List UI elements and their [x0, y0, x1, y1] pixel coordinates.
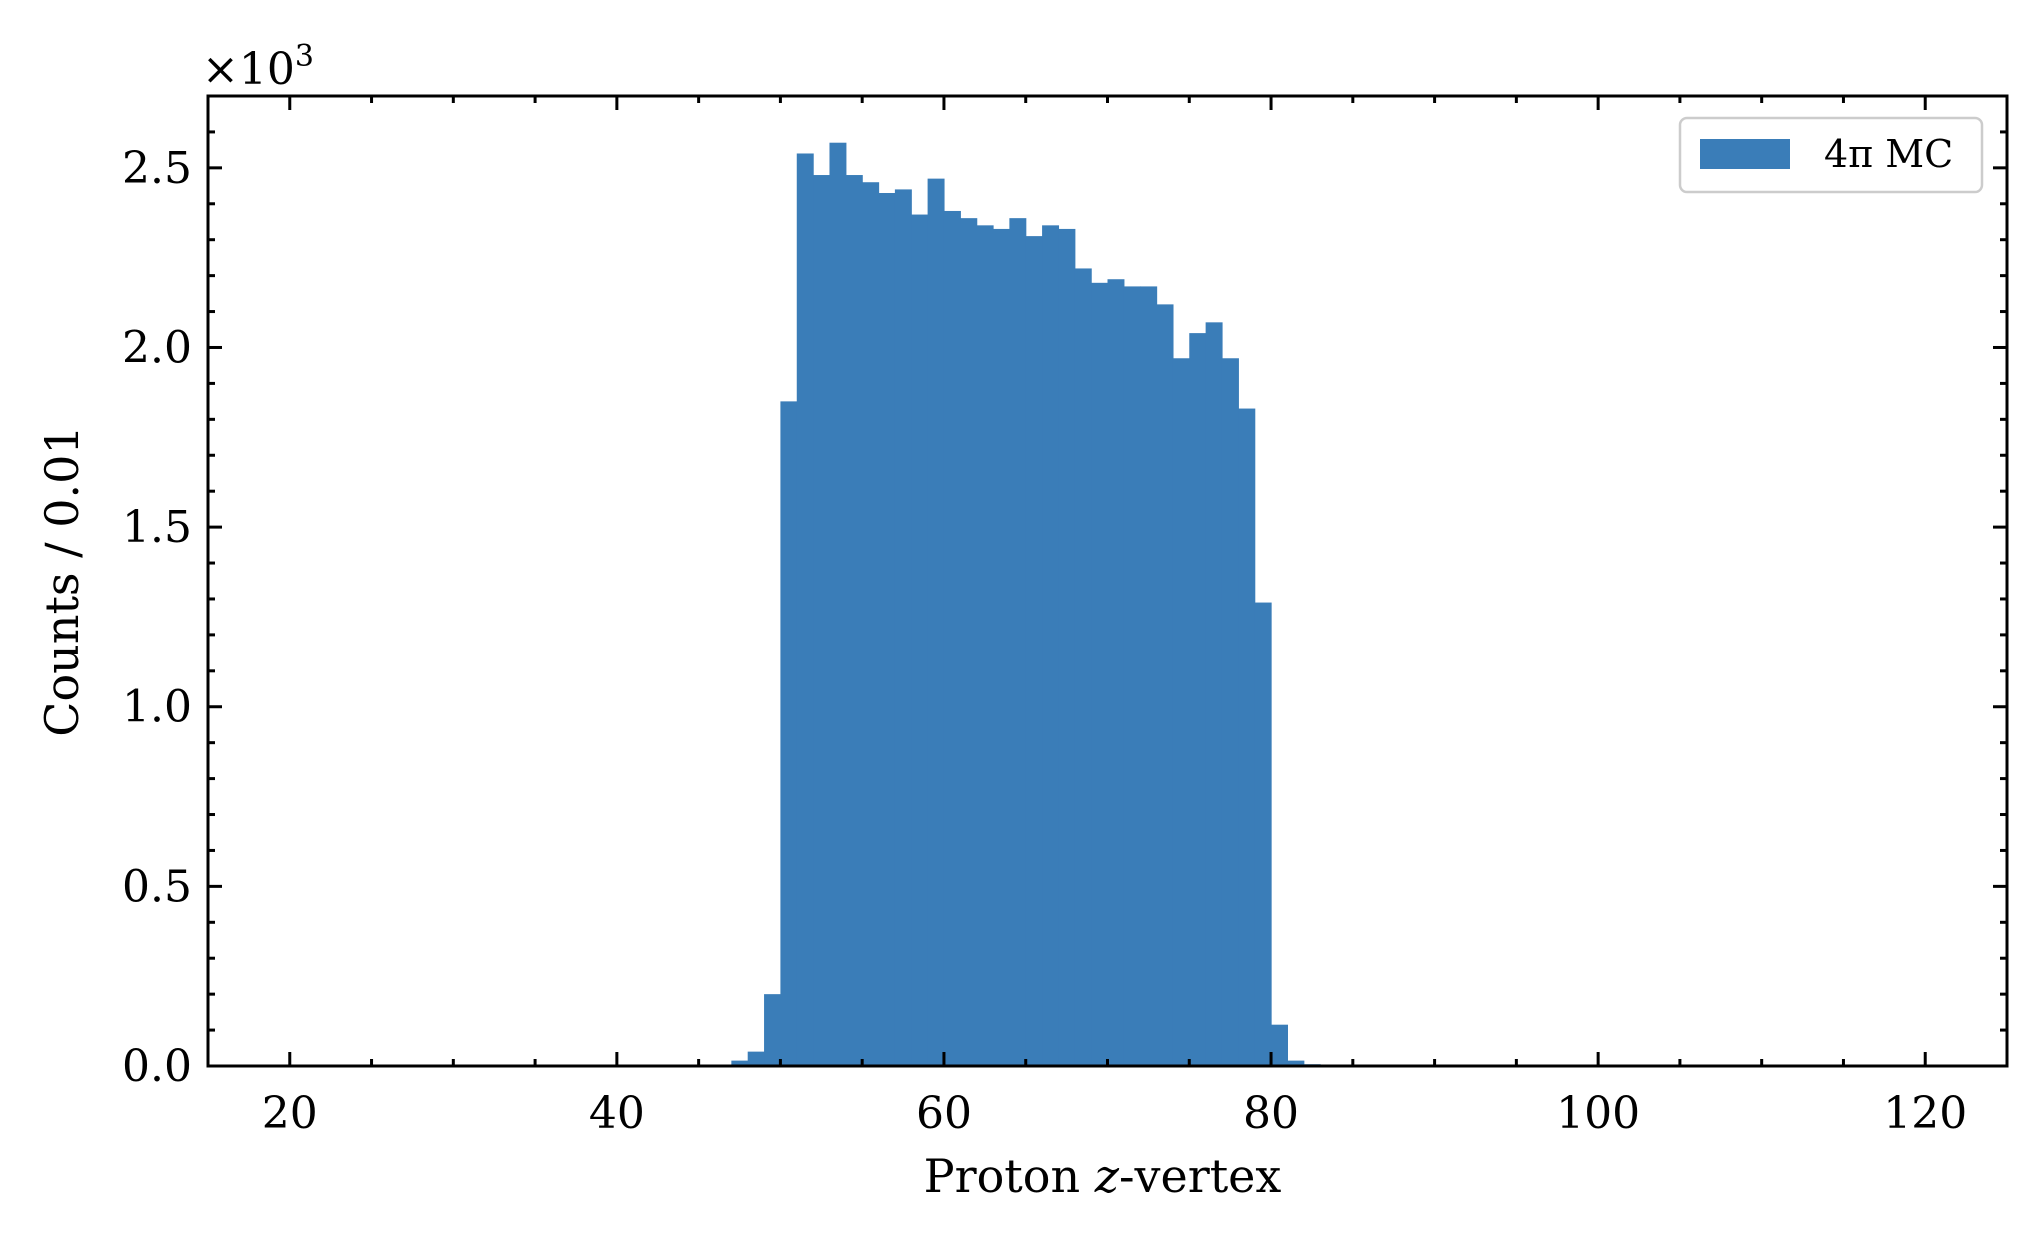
x-tick-labels: 20 40 60 80 100 120: [262, 1088, 1967, 1139]
histogram-bar: [1025, 236, 1043, 1067]
histogram-bar: [1009, 218, 1027, 1067]
x-tick-label: 20: [262, 1088, 318, 1139]
x-tick-label: 120: [1883, 1088, 1967, 1139]
histogram-bar: [1042, 225, 1060, 1067]
histogram-bar: [976, 225, 994, 1067]
histogram-bar: [829, 142, 847, 1066]
histogram-bar: [1238, 408, 1256, 1066]
legend: 4π MC: [1678, 116, 1984, 194]
histogram-bar: [764, 994, 782, 1066]
y-multiplier-base: ×10: [202, 44, 295, 95]
histogram-bar: [862, 182, 880, 1066]
x-tick-label: 100: [1556, 1088, 1640, 1139]
x-axis-label-part-1: Proton: [924, 1149, 1095, 1203]
y-axis-label: Counts / 0.01: [35, 425, 89, 736]
histogram-bar: [1058, 228, 1076, 1067]
histogram-bar: [845, 175, 863, 1066]
histogram-bar: [894, 189, 912, 1066]
legend-box: [1678, 116, 1984, 194]
legend-swatch: [1700, 139, 1790, 169]
histogram-bar: [796, 153, 814, 1067]
histogram-bar: [1107, 279, 1125, 1066]
y-multiplier-exponent: 3: [295, 39, 314, 74]
histogram-bar: [993, 228, 1010, 1067]
histogram-bar: [813, 175, 831, 1066]
histogram-bar: [960, 218, 978, 1067]
y-tick-label: 1.0: [122, 682, 192, 733]
histogram-bars: [714, 142, 1338, 1067]
y-tick-label: 0.5: [122, 861, 192, 912]
histogram-bar: [1254, 602, 1272, 1066]
x-axis-label: Proton z-vertex: [924, 1149, 1282, 1203]
histogram-bar: [1287, 1060, 1305, 1066]
histogram-bar: [1123, 286, 1141, 1066]
y-axis-multiplier: ×103: [202, 39, 314, 95]
x-tick-label: 40: [589, 1088, 645, 1139]
histogram-bar: [1221, 358, 1239, 1066]
plot-frame: [206, 94, 2009, 1068]
x-axis-label-part-2: z: [1094, 1149, 1120, 1203]
histogram-bar: [927, 178, 945, 1066]
histogram-bar: [878, 193, 896, 1066]
x-tick-label: 60: [916, 1088, 972, 1139]
legend-label: 4π MC: [1824, 132, 1953, 176]
histogram-bar: [747, 1051, 765, 1066]
y-tick-labels: 0.0 0.5 1.0 1.5 2.0 2.5: [122, 143, 192, 1092]
histogram-bar: [1140, 286, 1158, 1066]
histogram-bar: [1156, 304, 1174, 1066]
histogram-bar: [1074, 268, 1092, 1066]
histogram-bar: [1189, 333, 1207, 1067]
histogram-bar: [731, 1060, 749, 1066]
x-tick-label: 80: [1243, 1088, 1299, 1139]
x-axis-label-part-3: -vertex: [1119, 1149, 1281, 1203]
y-tick-label: 2.5: [122, 143, 192, 194]
y-tick-label: 2.0: [122, 322, 192, 373]
histogram-bar: [780, 401, 798, 1066]
histogram-bar: [1205, 322, 1223, 1066]
histogram-bar: [1271, 1024, 1288, 1066]
histogram-bar: [1091, 282, 1109, 1066]
y-tick-label: 0.0: [122, 1041, 192, 1092]
y-tick-label: 1.5: [122, 502, 192, 553]
histogram-bar: [1172, 358, 1190, 1066]
histogram-bar: [911, 214, 929, 1067]
histogram-bar: [943, 210, 961, 1067]
